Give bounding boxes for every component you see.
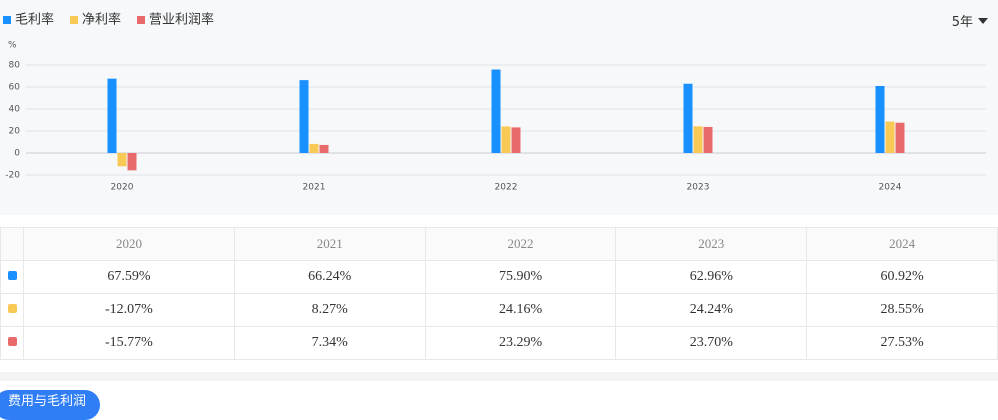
bar (127, 153, 137, 171)
x-tick-label: 2024 (879, 183, 902, 193)
bar (319, 144, 329, 153)
divider (0, 372, 998, 381)
legend-text: 净利率 (82, 12, 121, 28)
header-cell: 2024 (806, 227, 998, 261)
y-tick-label: -20 (5, 171, 20, 181)
tab-button[interactable]: 费用与毛利润 (0, 390, 101, 420)
y-tick-label: 0 (14, 149, 20, 159)
legend-text: 毛利率 (15, 12, 54, 28)
swatch-cell (0, 326, 24, 360)
table-header: 2020 2021 2022 2023 2024 (0, 227, 998, 261)
value-cell: 24.24% (615, 293, 808, 327)
bar (511, 127, 521, 153)
x-tick-label: 2022 (495, 183, 518, 193)
y-tick-label: 60 (9, 83, 21, 93)
series-swatch (7, 271, 17, 280)
table-row: -15.77% 7.34% 23.29% 23.70% 27.53% (0, 326, 998, 360)
value-cell: -12.07% (23, 293, 235, 327)
chart: % 毛利率 净利率 营业利润率 -20 0 20 40 60 80 2020 2021 2022 202… (3, 12, 986, 193)
data-table: 2020 2021 2022 2023 2024 67.59% 66.24% 75.90% 6… (0, 227, 998, 360)
y-tick-label: 80 (9, 61, 21, 71)
series-swatch (7, 337, 17, 346)
bar (703, 126, 713, 153)
bar (309, 143, 319, 153)
y-unit: % (8, 41, 17, 51)
bar (117, 153, 127, 167)
x-tick-label: 2021 (303, 183, 326, 193)
bar (491, 69, 501, 153)
value-cell: 67.59% (23, 260, 235, 294)
table-body: 67.59% 66.24% 75.90% 62.96% 60.92% -12.07% 8.2… (0, 260, 998, 360)
page: % 毛利率 净利率 营业利润率 -20 0 20 40 60 80 2020 2021 2022 202… (0, 0, 998, 403)
value-cell: 27.53% (806, 326, 998, 360)
bar (875, 85, 885, 153)
x-tick-label: 2023 (687, 183, 710, 193)
legend-swatch (137, 16, 145, 24)
bar (683, 83, 693, 153)
y-tick-label: 40 (9, 105, 21, 115)
table-row: 67.59% 66.24% 75.90% 62.96% 60.92% (0, 260, 998, 294)
table-row: -12.07% 8.27% 24.16% 24.24% 28.55% (0, 293, 998, 327)
x-tick-label: 2020 (111, 183, 134, 193)
swatch-cell (0, 260, 24, 294)
bar (107, 78, 117, 153)
header-cell: 2023 (615, 227, 808, 261)
legend-text: 营业利润率 (149, 12, 214, 28)
legend-swatch (70, 16, 78, 24)
bar (501, 126, 511, 153)
value-cell: 24.16% (424, 293, 617, 327)
bar (885, 121, 895, 153)
chart-panel: % 毛利率 净利率 营业利润率 -20 0 20 40 60 80 2020 2021 2022 202… (0, 0, 998, 215)
bar (693, 126, 703, 153)
value-cell: 23.70% (615, 326, 808, 360)
header-cell: 2022 (424, 227, 617, 261)
value-cell: 7.34% (233, 326, 426, 360)
value-cell: -15.77% (23, 326, 235, 360)
series-swatch (7, 304, 17, 313)
swatch-cell (0, 293, 24, 327)
bar (895, 122, 905, 153)
value-cell: 28.55% (806, 293, 998, 327)
value-cell: 23.29% (424, 326, 617, 360)
header-cell: 2021 (233, 227, 426, 261)
value-cell: 8.27% (233, 293, 426, 327)
value-cell: 60.92% (806, 260, 998, 294)
y-tick-label: 20 (9, 127, 21, 137)
header-cell (0, 227, 24, 261)
bar (299, 80, 309, 153)
value-cell: 66.24% (233, 260, 426, 294)
period-selector[interactable]: 5年 (952, 11, 988, 30)
value-cell: 75.90% (424, 260, 617, 294)
header-cell: 2020 (23, 227, 235, 261)
value-cell: 62.96% (615, 260, 808, 294)
legend-swatch (3, 16, 11, 24)
